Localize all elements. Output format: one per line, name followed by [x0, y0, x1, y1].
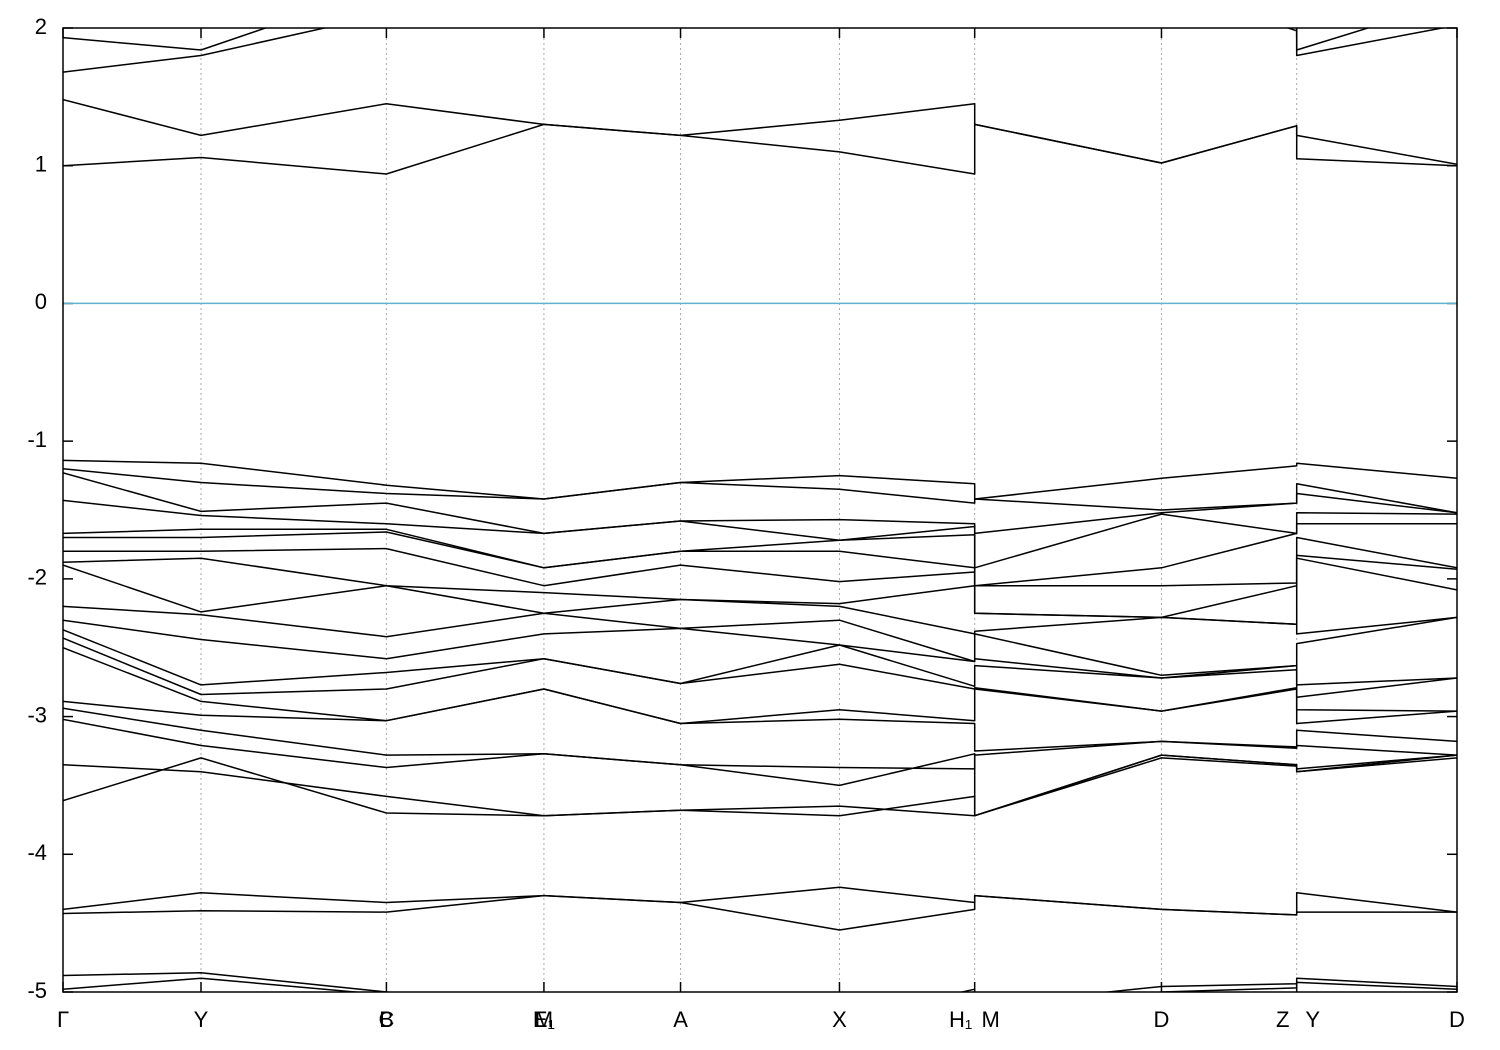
band-line	[63, 647, 1457, 725]
band-line	[63, 28, 1371, 51]
y-tick-label: -5	[27, 978, 47, 1003]
x-tick-label: Y	[194, 1007, 209, 1032]
x-tick-label: D	[1449, 1007, 1465, 1032]
band-line	[63, 619, 1457, 686]
y-tick-label: 1	[35, 152, 47, 177]
x-tick-label: C	[378, 1007, 394, 1032]
x-tick-label: B	[379, 1007, 394, 1032]
y-tick-label: -2	[27, 565, 47, 590]
x-tick-label: E₁	[533, 1007, 555, 1032]
band-line	[63, 977, 1457, 992]
band-line	[63, 637, 1457, 712]
band-line	[63, 718, 1457, 817]
band-line	[63, 894, 1457, 931]
plot-frame	[62, 27, 1458, 993]
band-line	[63, 971, 1457, 992]
x-tick-label: X	[832, 1007, 847, 1032]
y-tick-label: 2	[35, 14, 47, 39]
x-tick-label: A	[673, 1007, 688, 1032]
x-tick-label: D	[1154, 1007, 1170, 1032]
band-line	[63, 472, 1457, 535]
band-line	[63, 28, 1447, 73]
band-line	[63, 886, 1457, 916]
band-line	[63, 123, 1457, 175]
band-line	[63, 629, 1457, 699]
x-tick-label: M	[982, 1007, 1000, 1032]
band-line	[63, 754, 1457, 817]
band-line	[63, 531, 1457, 587]
band-line	[63, 564, 1457, 635]
y-tick-label: -3	[27, 702, 47, 727]
x-tick-label: Γ	[57, 1007, 69, 1032]
band-line	[63, 523, 1457, 587]
band-line	[63, 688, 1457, 752]
band-line	[63, 499, 1457, 569]
y-tick-label: -4	[27, 840, 47, 865]
band-line	[63, 707, 1457, 770]
band-line	[63, 459, 1457, 500]
band-line	[63, 547, 1457, 619]
x-tick-label: Z	[1276, 1007, 1289, 1032]
band-line	[63, 605, 1457, 677]
band-line	[63, 557, 1457, 626]
x-tick-label: H₁	[949, 1007, 972, 1032]
x-tick-label: Y	[1305, 1007, 1320, 1032]
y-tick-label: -1	[27, 427, 47, 452]
bands	[63, 28, 1457, 992]
x-tick-label: M	[535, 1007, 553, 1032]
y-tick-label: 0	[35, 289, 47, 314]
band-line	[63, 98, 1457, 166]
